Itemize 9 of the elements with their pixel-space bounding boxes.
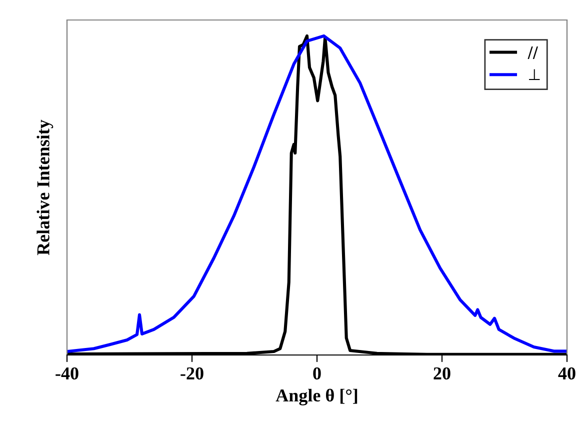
x-tick-label: 20	[434, 367, 450, 380]
legend-label: //	[528, 46, 538, 59]
x-tick-label: 40	[558, 367, 576, 380]
x-tick-label: -20	[180, 367, 204, 380]
x-tick-label: -40	[56, 367, 78, 380]
x-axis-title: Angle θ [°]	[276, 388, 358, 406]
y-axis-title: Relative Intensity	[36, 120, 54, 256]
legend-label: ⊥	[529, 69, 540, 80]
x-tick-label: 0	[313, 367, 321, 380]
